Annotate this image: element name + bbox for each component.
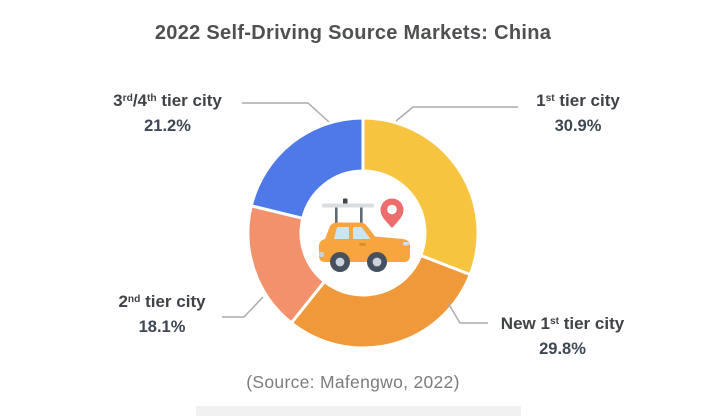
callout-3rd-4th-tier-city: 3rd/4th tier city 21.2%	[95, 90, 240, 136]
roof-rack-icon	[322, 198, 374, 223]
donut-slice-1st-tier-city	[361, 116, 480, 277]
leader-line-1st-tier-city	[395, 106, 518, 122]
slice-value-2nd-tier-city: 18.1%	[138, 318, 186, 336]
chart-title: 2022 Self-Driving Source Markets: China	[154, 22, 552, 44]
donut-slice-3rd-4th-tier-city	[249, 116, 365, 220]
bottom-strip	[196, 406, 521, 416]
leader-line-new-1st-tier-city	[447, 302, 488, 324]
slice-label-2nd-tier-city: 2nd tier city	[118, 292, 206, 311]
location-pin-icon	[380, 198, 404, 228]
source-note: (Source: Mafengwo, 2022)	[246, 372, 460, 392]
slice-value-1st-tier-city: 30.9%	[554, 117, 602, 135]
car-icon	[319, 222, 410, 272]
slice-label-1st-tier-city: 1st tier city	[536, 91, 620, 110]
donut-slice-new-1st-tier-city	[289, 253, 472, 350]
leader-line-2nd-tier-city	[222, 296, 264, 318]
callout-new-1st-tier-city: New 1st tier city 29.8%	[470, 313, 655, 359]
slice-label-3rd-4th-tier-city: 3rd/4th tier city	[113, 91, 222, 110]
slice-value-new-1st-tier-city: 29.8%	[539, 340, 586, 358]
self-driving-car-with-location-pin-icon	[319, 198, 410, 272]
slice-value-3rd-4th-tier-city: 21.2%	[144, 117, 191, 135]
leader-line-3rd-4th-tier-city	[242, 102, 330, 123]
slice-label-new-1st-tier-city: New 1st tier city	[500, 314, 625, 333]
callout-1st-tier-city: 1st tier city 30.9%	[503, 90, 653, 136]
callout-2nd-tier-city: 2nd tier city 18.1%	[92, 291, 232, 337]
